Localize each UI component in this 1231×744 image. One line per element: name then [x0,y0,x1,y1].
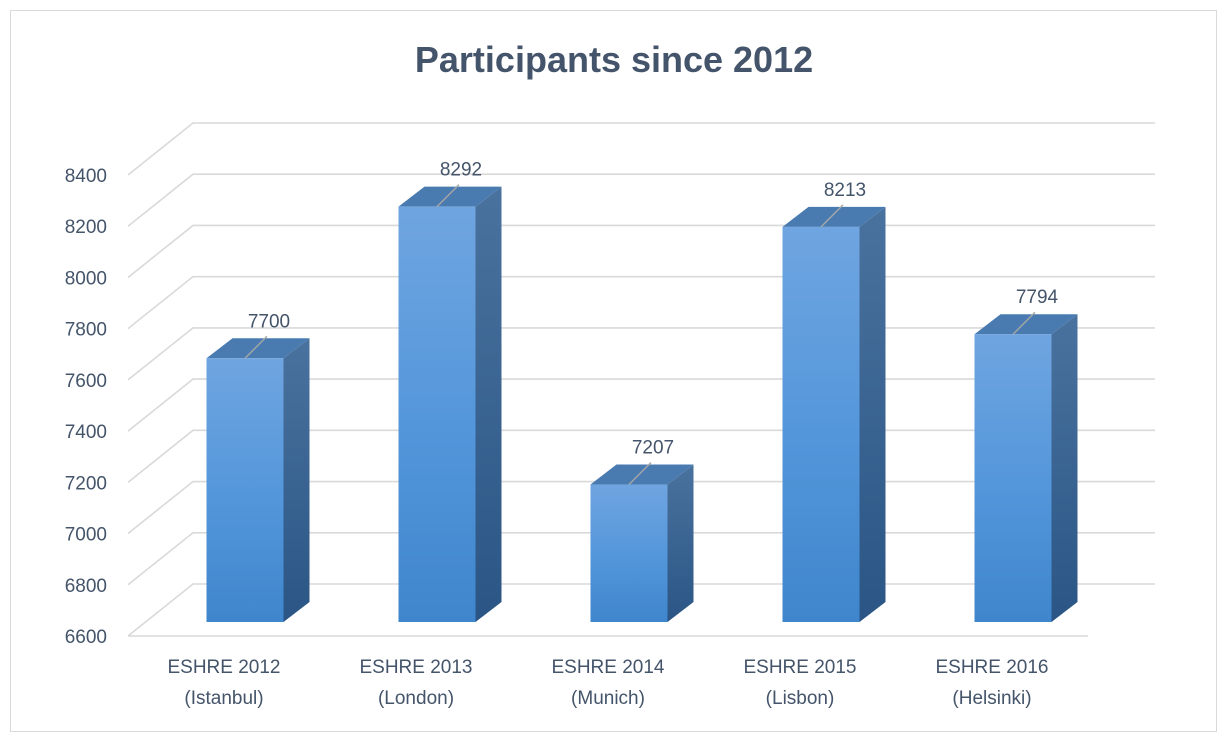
chart-title: Participants since 2012 [415,39,813,80]
bar-side [667,464,694,622]
bar-front [974,334,1052,622]
bar-front [398,206,476,622]
x-tick-label: (Helsinki) [952,688,1031,709]
data-label-leader [244,335,268,359]
y-tick-label: 7400 [65,422,107,443]
x-tick-label: (Munich) [571,688,645,709]
bar: 8292 [398,160,502,622]
bars: 7700 8292 7207 8213 7794 [206,160,1078,623]
x-tick-label: (Istanbul) [184,688,263,709]
gridline [127,224,1155,279]
data-label-leader [436,184,460,208]
bar: 8213 [782,180,886,623]
y-tick-label: 6800 [65,576,107,597]
bar-top [206,338,310,359]
bar-side [475,186,502,622]
x-tick-label: ESHRE 2015 [743,657,856,678]
bar: 7207 [590,438,694,622]
bar-side [283,338,310,622]
y-tick-label: 8200 [65,217,107,238]
y-axis: 6600 6800 7000 7200 7400 7600 7800 8000 8200 8400 [65,166,107,648]
gridline [127,173,1155,227]
x-tick-label: (Lisbon) [766,688,835,709]
bar: 7794 [974,287,1078,622]
data-label: 7207 [632,438,674,459]
bar: 7700 [206,311,310,622]
bar-front [590,484,668,622]
y-tick-label: 8000 [65,268,107,289]
bar-top [974,314,1078,335]
data-label-leader [1012,311,1036,335]
y-tick-label: 7000 [65,525,107,546]
y-tick-label: 6600 [65,627,107,648]
bar-side [1051,314,1078,622]
data-label-leader [820,204,844,228]
bar-side [859,206,886,623]
bar-front [206,358,284,622]
y-tick-label: 7200 [65,473,107,494]
data-label: 8292 [440,160,482,181]
data-label: 7794 [1016,287,1059,308]
data-label-leader [628,462,652,486]
x-tick-label: (London) [378,688,454,709]
data-label: 8213 [824,180,866,201]
bar-front [782,226,860,623]
y-tick-label: 7600 [65,371,107,392]
x-axis: ESHRE 2012 (Istanbul) ESHRE 2013 (London) ES… [167,657,1048,709]
x-tick-label: ESHRE 2013 [359,657,472,678]
x-tick-label: ESHRE 2014 [551,657,664,678]
bar-top [590,464,694,485]
data-label: 7700 [248,311,290,332]
bar-top [782,206,886,227]
gridline [127,122,1155,176]
y-tick-label: 7800 [65,320,107,341]
y-tick-label: 8400 [65,166,107,187]
x-tick-label: ESHRE 2016 [935,657,1048,678]
bar-top [398,186,502,207]
x-tick-label: ESHRE 2012 [167,657,280,678]
